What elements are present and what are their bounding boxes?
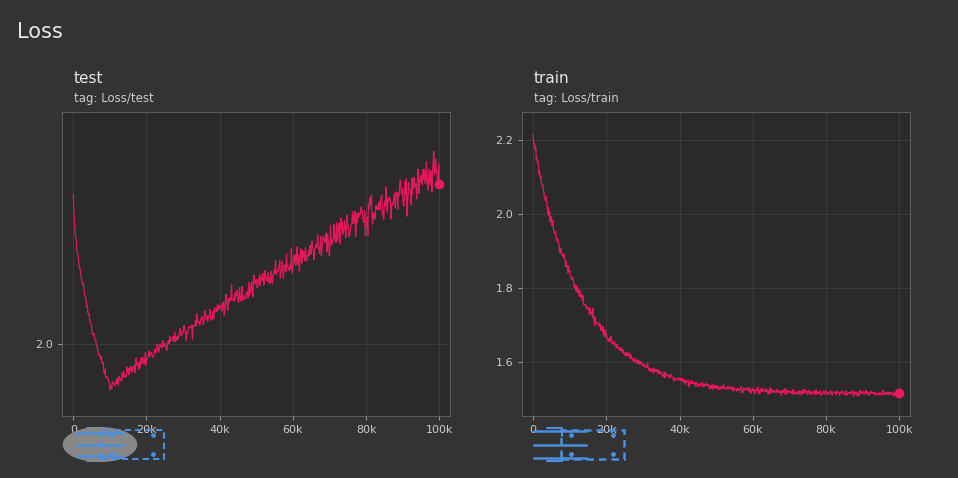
Text: Loss: Loss [17, 22, 63, 42]
Text: train: train [534, 71, 569, 86]
Circle shape [63, 428, 137, 461]
Text: tag: Loss/test: tag: Loss/test [74, 92, 153, 105]
Text: tag: Loss/train: tag: Loss/train [534, 92, 619, 105]
Text: test: test [74, 71, 103, 86]
